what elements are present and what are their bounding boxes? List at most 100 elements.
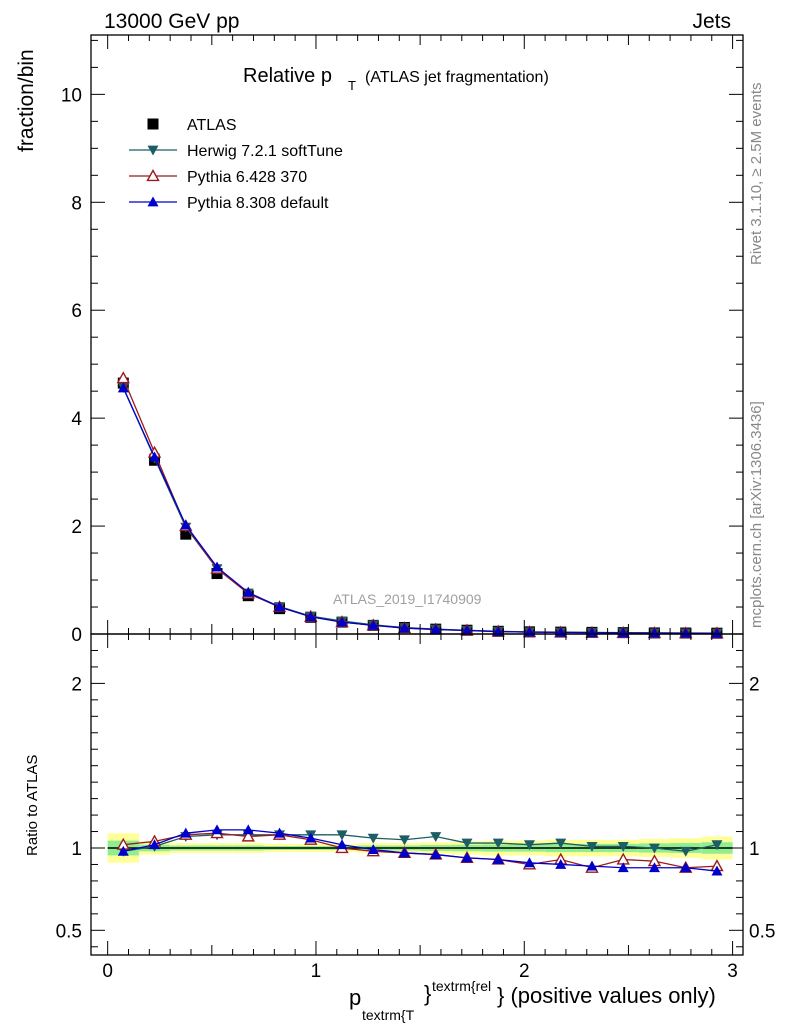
ratio-point <box>274 827 286 838</box>
ratio-point <box>461 838 473 849</box>
xlabel-sup: textrm{rel <box>432 978 491 994</box>
header-left: 13000 GeV pp <box>104 10 239 33</box>
main-y-tick-label: 0 <box>71 625 82 646</box>
main-point <box>711 627 723 638</box>
main-point <box>274 601 286 612</box>
ratio-point <box>367 833 379 844</box>
ratio-point <box>241 829 255 842</box>
ratio-point <box>211 824 223 835</box>
ratio-y-tick-label-left: 1 <box>71 839 82 860</box>
title-main-sub: T <box>348 78 356 93</box>
x-tick-label: 2 <box>519 961 530 982</box>
xlabel-brace: } <box>424 981 431 1006</box>
ratio-point <box>399 847 411 858</box>
ratio-point <box>336 830 348 841</box>
legend-label: Herwig 7.2.1 softTune <box>187 143 343 160</box>
ratio-y-tick-label-right: 2 <box>749 674 760 695</box>
xlabel-rest: } (positive values only) <box>497 983 716 1008</box>
legend-item-atlas: ATLAS <box>147 117 237 134</box>
main-series-3 <box>117 382 723 638</box>
ratio-point <box>242 824 254 835</box>
legend-marker <box>146 169 160 182</box>
ratio-frame <box>90 633 744 956</box>
plot-title: Relative p T (ATLAS jet fragmentation) <box>243 65 549 93</box>
main-point <box>180 519 192 530</box>
xlabel-p: p <box>349 985 361 1010</box>
ratio-point <box>711 840 723 851</box>
legend: ATLAS Herwig 7.2.1 softTune Pythia 6.428 3… <box>129 117 343 212</box>
ratio-series-line <box>123 834 718 852</box>
legend-label: Pythia 8.308 default <box>187 195 329 212</box>
ratio-point <box>680 846 692 857</box>
axes-layer: 0 2 4 6 8 10 0.5 0.5 1 1 2 2 0 1 2 3 <box>56 34 775 982</box>
ratio-point <box>492 854 504 864</box>
ratio-point <box>149 839 161 850</box>
main-point <box>117 382 129 393</box>
main-point <box>149 451 161 462</box>
ratio-point <box>492 838 504 849</box>
main-y-tick-label: 2 <box>71 517 82 538</box>
main-point <box>305 611 317 622</box>
x-axis-label: p textrm{T } textrm{rel } (positive valu… <box>349 978 716 1023</box>
ratio-point <box>680 862 692 873</box>
main-y-tick-label: 10 <box>61 85 82 106</box>
x-tick-label: 3 <box>727 961 738 982</box>
ratio-point <box>617 862 629 873</box>
main-point <box>242 586 254 597</box>
ratio-point <box>586 841 598 852</box>
ratio-point <box>430 849 442 859</box>
ratio-y-tick-label-left: 2 <box>71 674 82 695</box>
x-tick-label: 1 <box>311 961 322 982</box>
main-point <box>461 624 473 635</box>
rivet-label: Rivet 3.1.10, ≥ 2.5M events <box>748 83 765 266</box>
main-point <box>180 528 192 540</box>
legend-item-py6: Pythia 6.428 370 <box>129 169 307 186</box>
ratio-y-tick-label-right: 0.5 <box>749 921 775 942</box>
main-point <box>617 627 629 638</box>
analysis-watermark: ATLAS_2019_I1740909 <box>333 591 482 607</box>
main-point <box>680 627 692 638</box>
ratio-point <box>586 860 598 871</box>
ratio-point <box>180 827 192 838</box>
ratio-point <box>555 838 567 849</box>
ratio-point <box>399 835 411 846</box>
ratio-point <box>117 845 129 856</box>
ratio-point <box>523 857 535 868</box>
main-point <box>430 623 442 634</box>
ratio-point <box>461 852 473 863</box>
ratio-point <box>617 841 629 852</box>
legend-marker <box>147 145 159 156</box>
ratio-point <box>648 843 660 854</box>
legend-label: Pythia 6.428 370 <box>187 169 307 186</box>
main-point <box>211 561 223 572</box>
legend-item-herwig: Herwig 7.2.1 softTune <box>129 143 343 160</box>
main-y-tick-label: 4 <box>71 409 82 430</box>
x-tick-label: 0 <box>102 961 113 982</box>
legend-label: ATLAS <box>187 117 237 134</box>
main-point <box>399 622 411 633</box>
header-right: Jets <box>692 10 731 33</box>
ratio-point <box>367 844 379 855</box>
ratio-point <box>430 832 442 842</box>
ratio-y-tick-label-right: 1 <box>749 839 760 860</box>
ratio-y-tick-label-left: 0.5 <box>56 921 82 942</box>
title-main: Relative p <box>243 65 332 87</box>
title-suffix: (ATLAS jet fragmentation) <box>365 69 549 86</box>
main-point <box>367 619 379 630</box>
main-point <box>336 616 348 627</box>
ratio-ylabel: Ratio to ATLAS <box>24 755 41 856</box>
mcplots-label: mcplots.cern.ch [arXiv:1306.3436] <box>748 401 765 628</box>
main-y-tick-label: 8 <box>71 193 82 214</box>
main-point <box>648 627 660 638</box>
ratio-point <box>648 862 660 873</box>
legend-marker <box>147 196 159 207</box>
ratio-point <box>336 839 348 850</box>
ratio-series-2 <box>117 824 723 876</box>
legend-marker <box>147 118 159 130</box>
ratio-point <box>555 858 567 869</box>
ratio-point <box>305 832 317 843</box>
xlabel-sub: textrm{T <box>362 1007 415 1023</box>
main-ylabel: fraction/bin <box>15 49 38 152</box>
